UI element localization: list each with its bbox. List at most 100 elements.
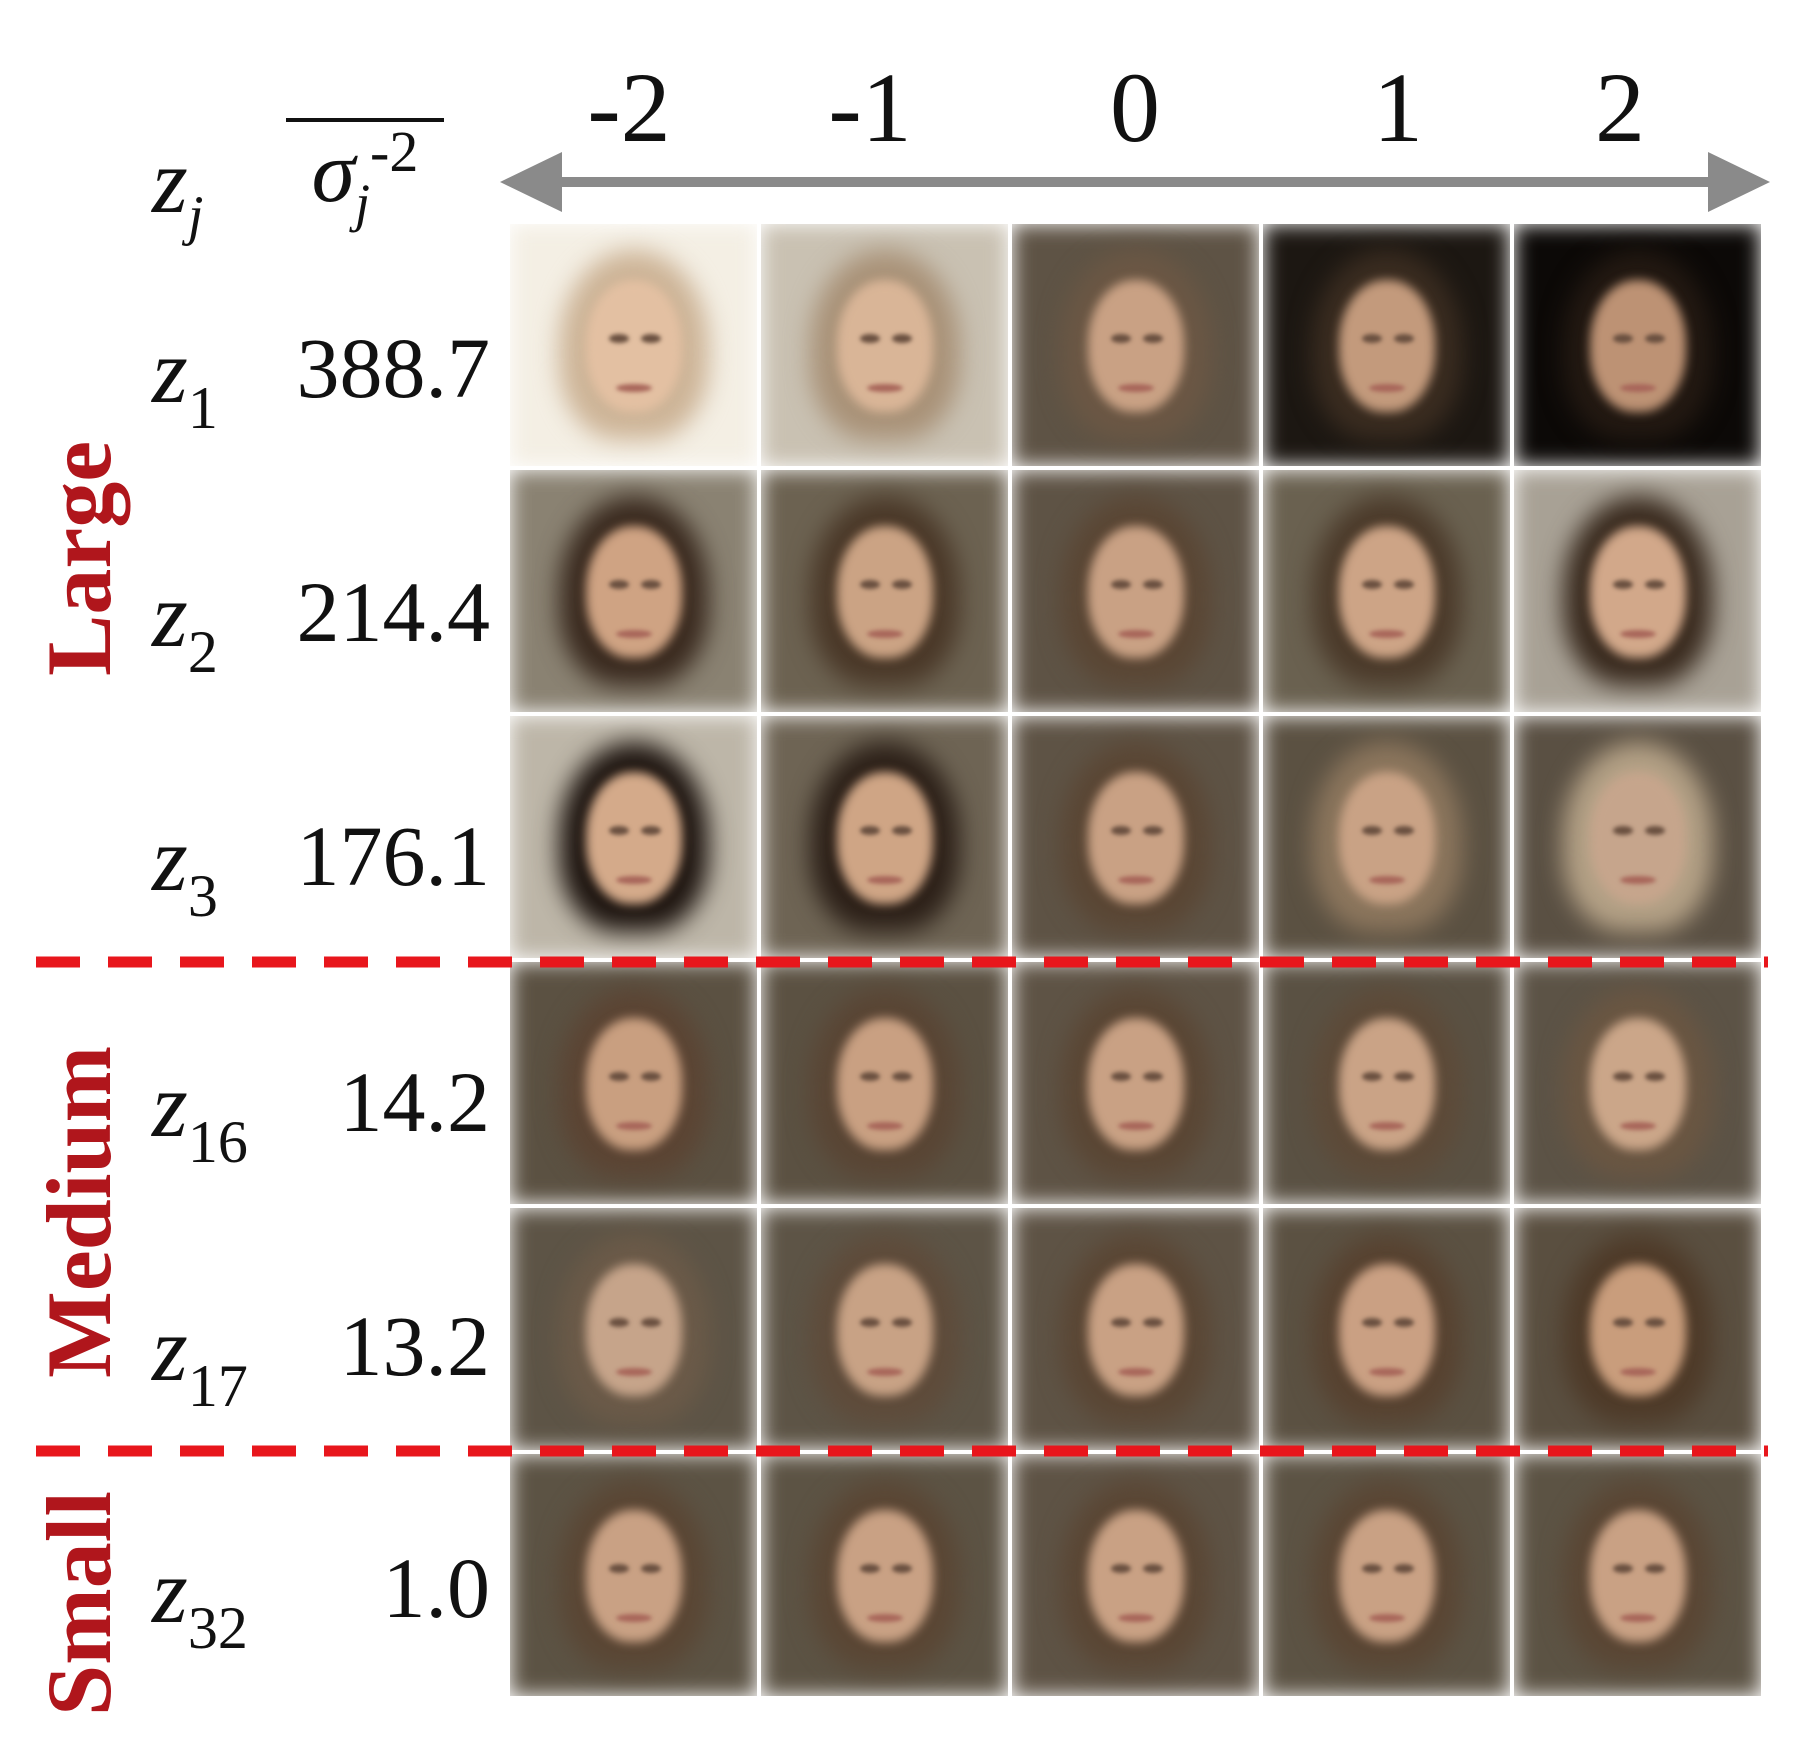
face-eye bbox=[1613, 334, 1633, 343]
row-variable-symbol: z bbox=[152, 1298, 188, 1400]
face-image bbox=[1012, 224, 1259, 466]
row-variable: z1 bbox=[152, 318, 218, 443]
variable-column-header: zj bbox=[152, 128, 203, 248]
face-skin bbox=[1589, 772, 1686, 904]
face-image bbox=[1263, 224, 1510, 466]
face-image bbox=[1012, 1208, 1259, 1450]
face-skin bbox=[1338, 526, 1435, 658]
sigma-subscript: j bbox=[355, 173, 371, 233]
row-variable-index: 3 bbox=[187, 863, 218, 929]
face-mouth bbox=[1117, 384, 1154, 392]
face-eye bbox=[1613, 1564, 1633, 1573]
face-skin bbox=[1087, 280, 1184, 412]
face-skin bbox=[836, 1264, 933, 1396]
row-variable-index: 1 bbox=[187, 375, 218, 441]
face-image bbox=[761, 1208, 1008, 1450]
face-image bbox=[1012, 962, 1259, 1204]
face-skin bbox=[1338, 1018, 1435, 1150]
face-skin bbox=[1338, 1264, 1435, 1396]
face-eye bbox=[860, 826, 880, 835]
face-eye bbox=[1362, 1318, 1382, 1327]
row-value: 176.1 bbox=[296, 808, 491, 904]
face-skin bbox=[836, 526, 933, 658]
row-variable-index: 32 bbox=[187, 1595, 248, 1661]
face-image bbox=[1263, 962, 1510, 1204]
face-eye bbox=[892, 1318, 912, 1327]
sigma-symbol: σ bbox=[311, 124, 356, 221]
group-label-small: Small bbox=[28, 1491, 130, 1716]
row-variable-symbol: z bbox=[152, 808, 188, 910]
face-mouth bbox=[1117, 630, 1154, 638]
row-variable-index: 17 bbox=[187, 1353, 248, 1419]
face-skin bbox=[1087, 1018, 1184, 1150]
face-eye bbox=[1394, 580, 1414, 589]
face-mouth bbox=[866, 630, 903, 638]
tick-label: 1 bbox=[1373, 52, 1423, 163]
divider-large-medium bbox=[36, 956, 1768, 968]
row-variable: z16 bbox=[152, 1052, 248, 1177]
face-mouth bbox=[1619, 384, 1656, 392]
face-skin bbox=[1338, 1510, 1435, 1642]
face-eye bbox=[641, 1564, 661, 1573]
face-skin bbox=[585, 772, 682, 904]
face-mouth bbox=[1619, 1122, 1656, 1130]
face-eye bbox=[641, 1072, 661, 1081]
face-eye bbox=[1143, 826, 1163, 835]
face-skin bbox=[1087, 526, 1184, 658]
face-mouth bbox=[615, 1368, 652, 1376]
face-eye bbox=[1111, 334, 1131, 343]
face-skin bbox=[1589, 1264, 1686, 1396]
face-skin bbox=[585, 280, 682, 412]
face-image bbox=[1263, 1208, 1510, 1450]
face-eye bbox=[1111, 1072, 1131, 1081]
face-skin bbox=[1589, 1510, 1686, 1642]
row-value: 14.2 bbox=[339, 1054, 491, 1150]
overline-bar bbox=[286, 118, 444, 122]
face-eye bbox=[609, 1318, 629, 1327]
face-eye bbox=[1645, 826, 1665, 835]
face-eye bbox=[1394, 1564, 1414, 1573]
face-image bbox=[761, 962, 1008, 1204]
row-variable: z17 bbox=[152, 1296, 248, 1421]
row-value: 388.7 bbox=[296, 320, 491, 416]
face-skin bbox=[1087, 1264, 1184, 1396]
face-mouth bbox=[615, 1122, 652, 1130]
face-eye bbox=[860, 1564, 880, 1573]
face-skin bbox=[836, 1510, 933, 1642]
face-mouth bbox=[1117, 1614, 1154, 1622]
tick-label: -2 bbox=[587, 52, 671, 163]
face-skin bbox=[1589, 1018, 1686, 1150]
face-eye bbox=[860, 580, 880, 589]
face-mouth bbox=[615, 384, 652, 392]
face-eye bbox=[892, 826, 912, 835]
face-eye bbox=[1645, 334, 1665, 343]
face-skin bbox=[585, 1510, 682, 1642]
face-eye bbox=[860, 1318, 880, 1327]
face-eye bbox=[641, 334, 661, 343]
face-skin bbox=[585, 1018, 682, 1150]
arrow-head-left bbox=[500, 152, 562, 212]
group-label-large: Large bbox=[28, 440, 130, 676]
face-eye bbox=[1111, 1318, 1131, 1327]
face-eye bbox=[1613, 826, 1633, 835]
face-image bbox=[1012, 470, 1259, 712]
face-eye bbox=[1613, 1318, 1633, 1327]
face-image bbox=[1514, 962, 1761, 1204]
face-image bbox=[1514, 716, 1761, 958]
sigma-superscript: -2 bbox=[370, 119, 419, 184]
face-eye bbox=[1362, 826, 1382, 835]
face-eye bbox=[1143, 334, 1163, 343]
face-image bbox=[1263, 716, 1510, 958]
face-eye bbox=[609, 1564, 629, 1573]
face-image bbox=[510, 716, 757, 958]
face-image bbox=[761, 470, 1008, 712]
face-mouth bbox=[1368, 1368, 1405, 1376]
face-eye bbox=[1645, 1072, 1665, 1081]
face-skin bbox=[1338, 772, 1435, 904]
face-mouth bbox=[866, 1614, 903, 1622]
arrow-shaft bbox=[550, 177, 1720, 187]
face-image bbox=[1514, 470, 1761, 712]
face-eye bbox=[1645, 1564, 1665, 1573]
face-image bbox=[1012, 1454, 1259, 1696]
tick-label: -1 bbox=[828, 52, 912, 163]
